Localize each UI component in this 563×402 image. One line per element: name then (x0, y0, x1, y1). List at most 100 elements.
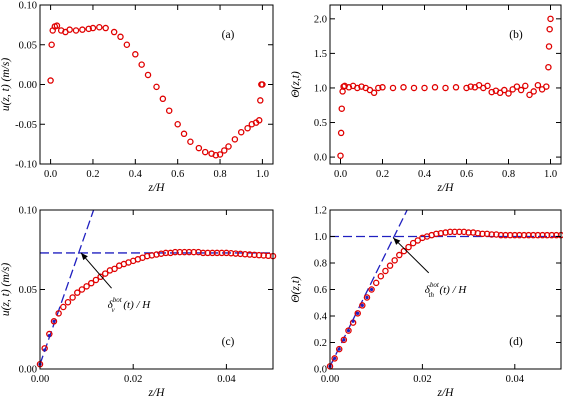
x-axis-label: z/H (437, 387, 455, 399)
data-point (50, 318, 58, 325)
data-point (405, 243, 412, 251)
annotation-subscript: v (111, 306, 115, 314)
panel-a: 0.0 0.2 0.4 0.6 0.8 1.0 -0.10 -0.05 0.00 0.05 0.10… (0, 1, 274, 194)
data-point (345, 327, 352, 334)
y-tick-label: 0.4 (314, 312, 328, 323)
data-point (354, 310, 361, 317)
data-point (501, 86, 508, 94)
y-tick-label: -0.05 (15, 120, 37, 131)
x-axis-label: z/H (148, 387, 166, 399)
data-point (79, 26, 86, 33)
data-point (442, 84, 449, 92)
y-tick-label: 0.0 (314, 365, 327, 376)
data-point (132, 51, 139, 58)
data-point (389, 84, 397, 92)
data-point (69, 294, 76, 301)
y-tick-label: 2.0 (314, 14, 327, 25)
data-point (97, 273, 104, 281)
data-point (85, 25, 92, 33)
data-point (342, 338, 346, 342)
panel-tag: (d) (509, 336, 523, 348)
data-point (47, 334, 51, 338)
y-tick-label: 0.00 (19, 365, 37, 376)
data-point (375, 84, 382, 92)
data-point (526, 91, 533, 99)
panel-tag: (a) (222, 29, 235, 41)
data-point (187, 138, 194, 145)
annotation-text: (t) / H (439, 284, 467, 296)
data-point (335, 345, 343, 353)
data-point (431, 84, 439, 91)
x-tick-label: 1.0 (256, 169, 269, 180)
data-point (414, 237, 422, 244)
data-point (231, 136, 239, 143)
data-point (382, 267, 389, 275)
x-tick-label: 0.8 (502, 169, 515, 180)
y-tick-label: 1.5 (314, 49, 327, 60)
x-tick-label: 0.04 (506, 374, 525, 385)
series-0 (337, 15, 554, 159)
data-point (356, 311, 360, 315)
data-point (111, 265, 118, 273)
data-point (89, 24, 97, 32)
data-point (410, 84, 418, 92)
y-axis-label: Θ(z,t) (290, 276, 302, 303)
arrow-head (81, 252, 88, 261)
data-point (513, 83, 521, 90)
data-point (331, 355, 338, 362)
data-point (467, 83, 474, 90)
data-point (244, 124, 251, 132)
annotation-subscript: th (429, 291, 435, 299)
data-point (138, 61, 145, 68)
data-point (101, 270, 109, 277)
reference-line-tangent (329, 209, 408, 367)
series-1 (38, 319, 56, 366)
y-tick-label: 0.6 (314, 285, 327, 296)
x-tick-label: 0.0 (44, 169, 57, 180)
plot-frame (39, 209, 274, 370)
data-point (530, 88, 537, 95)
x-tick-label: 0.00 (31, 374, 49, 385)
x-tick-label: 0.0 (334, 169, 347, 180)
data-point (370, 89, 378, 97)
data-point (546, 25, 553, 33)
data-point (534, 81, 542, 89)
data-point (43, 348, 47, 352)
panel-b: 0.0 0.2 0.4 0.6 0.8 1.0 0.0 0.5 1.0 1.5 2.0 z/H Θ(z,… (290, 4, 562, 194)
data-point (259, 81, 266, 88)
y-tick-label: 0.05 (19, 285, 37, 296)
data-point (201, 148, 209, 156)
data-point (400, 247, 408, 255)
y-tick-label: 1.2 (314, 206, 327, 217)
data-point (225, 143, 232, 150)
data-point (400, 84, 407, 91)
panel-tag: (c) (222, 336, 235, 348)
data-point (359, 302, 366, 309)
annotation-label: δbot th (t) / H (425, 281, 468, 299)
data-point (386, 262, 394, 269)
y-tick-label: -0.10 (15, 160, 37, 171)
data-point (377, 272, 385, 280)
arrow-head (393, 237, 401, 245)
x-tick-label: 0.4 (418, 169, 432, 180)
y-tick-label: 0.8 (314, 259, 327, 270)
y-axis-label: Θ(z,t) (290, 71, 302, 98)
data-point (180, 130, 188, 138)
x-axis-label: z/H (148, 182, 166, 194)
annotation-superscript: bot (113, 296, 123, 304)
data-point (110, 28, 118, 36)
data-point (72, 27, 80, 34)
panel-tag: (b) (509, 29, 523, 41)
panel-d: 0.00 0.02 0.04 0.0 0.2 0.4 0.6 0.8 1.0 1.2 z/H Θ(z,… (290, 206, 563, 399)
data-point (117, 33, 124, 41)
data-point (47, 77, 54, 84)
data-point (421, 84, 428, 92)
x-tick-label: 0.2 (376, 169, 389, 180)
x-axis-label: z/H (437, 182, 455, 194)
data-point (88, 279, 95, 287)
data-point (338, 105, 346, 112)
data-point (55, 310, 62, 317)
x-tick-label: 0.6 (171, 169, 184, 180)
data-point (545, 63, 552, 71)
x-tick-label: 0.6 (460, 169, 473, 180)
